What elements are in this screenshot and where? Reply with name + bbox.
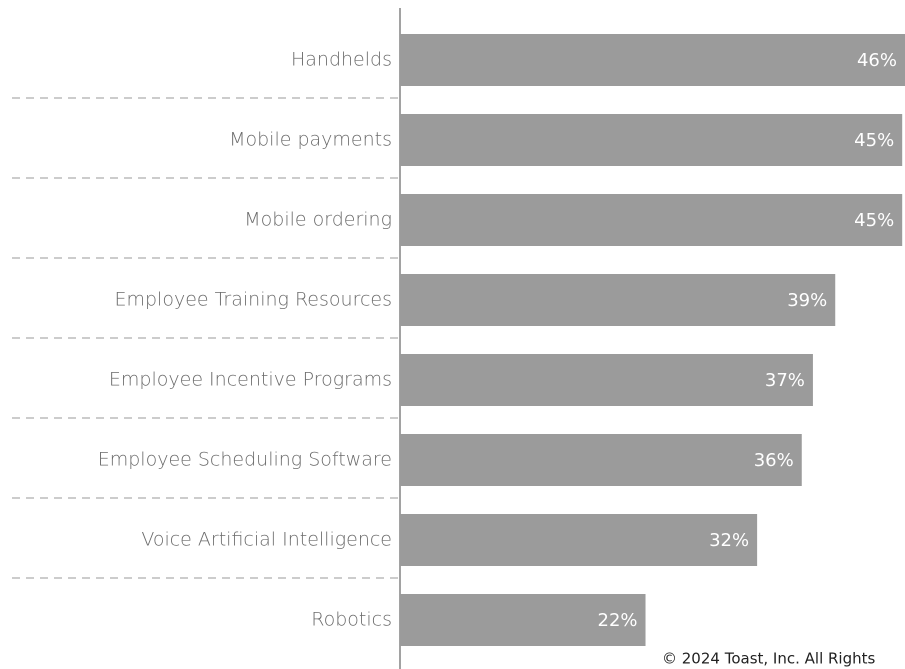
category-label: Employee Scheduling Software — [98, 449, 392, 471]
value-label: 45% — [854, 210, 894, 231]
category-label: Voice Artificial Intelligence — [141, 529, 392, 551]
category-label: Mobile ordering — [244, 209, 392, 231]
bar — [400, 434, 802, 486]
value-label: 32% — [709, 530, 749, 551]
value-label: 37% — [765, 370, 805, 391]
category-label: Handhelds — [291, 49, 392, 71]
category-label: Employee Incentive Programs — [109, 369, 392, 391]
bar — [400, 34, 905, 86]
bar — [400, 114, 903, 166]
category-label: Robotics — [311, 609, 392, 631]
bar — [400, 274, 836, 326]
value-label: 45% — [854, 130, 894, 151]
bar — [400, 514, 758, 566]
footer: © 2024 Toast, Inc. All Rights — [662, 650, 876, 668]
bar — [400, 194, 903, 246]
category-label: Employee Training Resources — [114, 289, 392, 311]
category-label: Mobile payments — [229, 129, 392, 151]
value-label: 46% — [857, 50, 897, 71]
bar — [400, 354, 813, 406]
value-label: 39% — [787, 290, 827, 311]
bar — [400, 594, 646, 646]
value-label: 36% — [754, 450, 794, 471]
value-label: 22% — [598, 610, 638, 631]
